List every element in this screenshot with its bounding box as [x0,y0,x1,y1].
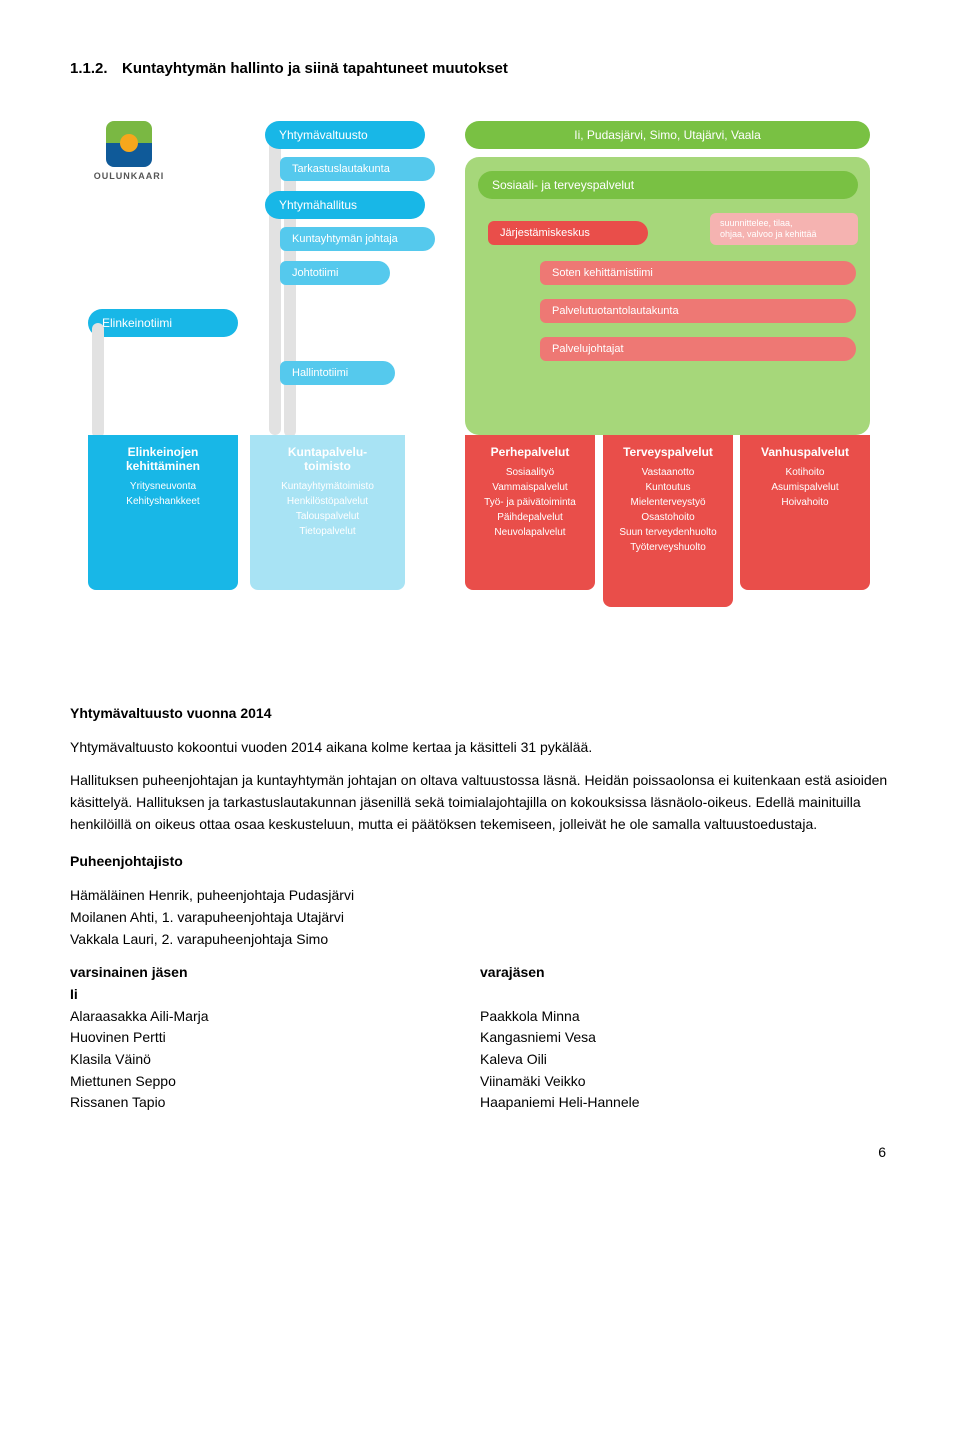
members-left: Alaraasakka Aili-MarjaHuovinen PerttiKla… [70,1006,480,1114]
vertical-track-1 [269,135,281,435]
col-vanhus: Vanhuspalvelut KotihoitoAsumispalvelutHo… [740,435,870,590]
vertical-track-elinkeino [92,323,104,438]
elinkeinotiimi-pill: Elinkeinotiimi [88,309,238,337]
col-kuntapalvelu: Kuntapalvelu-toimisto Kuntayhtymätoimist… [250,435,405,590]
group-label: Ii [70,984,480,1006]
logo: OULUNKAARI [90,121,168,181]
col-header-right: varajäsen [480,962,890,984]
org-pill-3: Kuntayhtymän johtaja [280,227,435,251]
section-number: 1.1.2. [70,60,108,77]
org-pill-4: Johtotiimi [280,261,390,285]
col-perhe: Perhepalvelut SosiaalityöVammaispalvelut… [465,435,595,590]
section-title: Kuntayhtymän hallinto ja siinä tapahtune… [122,60,508,77]
org-diagram: OULUNKAARI Yhtymävaltuusto Tarkastuslauta… [70,113,890,673]
org-pill-1: Tarkastuslautakunta [280,157,435,181]
members-table: varsinainen jäsen Ii Alaraasakka Aili-Ma… [70,962,890,1114]
p3-head: Puheenjohtajisto [70,851,890,873]
palvelujohtajat-pill: Palvelujohtajat [540,337,856,361]
palvelutuotanto-pill: Palvelutuotantolautakunta [540,299,856,323]
jarjestamiskeskus-pill: Järjestämiskeskus [488,221,648,245]
p2: Hallituksen puheenjohtajan ja kuntayhtym… [70,770,890,835]
hallintotiimi-pill: Hallintotiimi [280,361,395,385]
p1: Yhtymävaltuusto kokoontui vuoden 2014 ai… [70,737,890,759]
org-pill-0: Yhtymävaltuusto [265,121,425,149]
col-elinkeino: Elinkeinojen kehittäminen Yritysneuvonta… [88,435,238,590]
sote-pill: Sosiaali- ja terveyspalvelut [478,171,858,199]
org-pill-2: Yhtymähallitus [265,191,425,219]
p3-lines: Hämäläinen Henrik, puheenjohtaja Pudasjä… [70,885,890,950]
col-terveys: Terveyspalvelut VastaanottoKuntoutusMiel… [603,435,733,607]
members-right: Paakkola MinnaKangasniemi VesaKaleva Oil… [480,1006,890,1114]
soten-kehittamistiimi-pill: Soten kehittämistiimi [540,261,856,285]
municipalities-pill: Ii, Pudasjärvi, Simo, Utajärvi, Vaala [465,121,870,149]
page-number: 6 [70,1144,890,1160]
section-heading: 1.1.2. Kuntayhtymän hallinto ja siinä ta… [70,60,890,78]
col-header-left: varsinainen jäsen [70,962,480,984]
logo-text: OULUNKAARI [90,171,168,181]
p1-head: Yhtymävaltuusto vuonna 2014 [70,703,890,725]
body-text: Yhtymävaltuusto vuonna 2014 Yhtymävaltuu… [70,703,890,1114]
jk-desc: suunnittelee, tilaa,ohjaa, valvoo ja keh… [710,213,858,245]
